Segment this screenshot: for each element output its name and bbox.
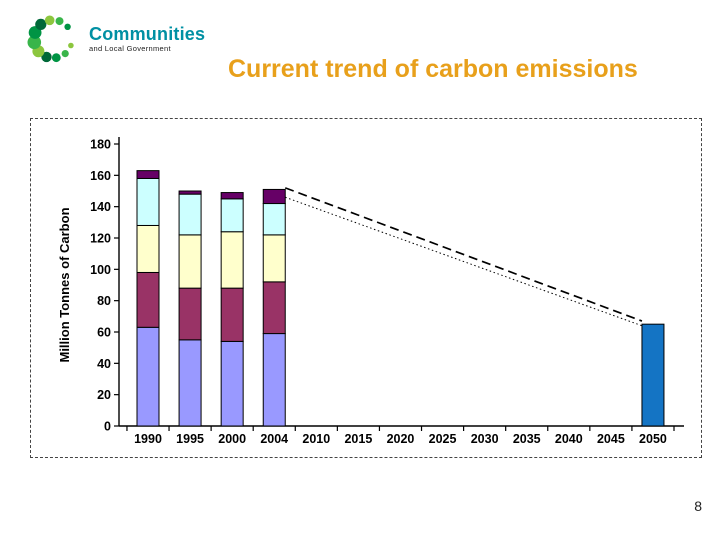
bar-segment-series-darkpurple — [262, 188, 286, 205]
logo-dot — [41, 51, 52, 63]
x-tick-label: 2040 — [555, 432, 583, 446]
bar-segment-series-cyan — [136, 177, 160, 226]
y-tick-label: 180 — [90, 138, 111, 152]
chart-container: 0 20 40 60 80 100 120 140 160 180 1990 1995 2000 2004… — [30, 118, 702, 458]
logo-dots-icon — [27, 15, 74, 63]
x-tick-label: 2000 — [218, 432, 246, 446]
logo-text: Communities and Local Government — [89, 25, 205, 53]
logo-dot — [55, 17, 64, 26]
bar-segment-series-cream — [178, 234, 202, 289]
projection-bar — [641, 323, 665, 427]
logo-dot — [44, 15, 55, 26]
x-tick-label: 1990 — [134, 432, 162, 446]
bar-segment-series-darkpurple — [220, 192, 244, 200]
y-tick-label: 100 — [90, 263, 111, 277]
x-tick-label: 2020 — [387, 432, 415, 446]
logo-title: Communities — [89, 24, 206, 45]
communities-logo: Communities and Local Government — [26, 8, 205, 70]
bar-segment-series-cream — [220, 231, 244, 289]
y-tick-label: 60 — [97, 326, 111, 340]
y-axis-title: Million Tonnes of Carbon — [57, 207, 72, 362]
logo-dot — [35, 18, 47, 30]
bar-segment-series-periwinkle — [262, 333, 286, 427]
logo-dot — [27, 35, 42, 50]
y-tick-label: 20 — [97, 388, 111, 402]
bar-segment-series-darkpurple — [178, 190, 202, 195]
bar-segment-series-cream — [136, 224, 160, 273]
x-tick-label: 2015 — [344, 432, 372, 446]
x-tick-label: 2045 — [597, 432, 625, 446]
logo-dot — [64, 23, 71, 30]
x-tick-label: 2010 — [302, 432, 330, 446]
y-tick-label: 120 — [90, 232, 111, 246]
x-tick-label: 1995 — [176, 432, 204, 446]
y-tick-label: 140 — [90, 200, 111, 214]
page-number: 8 — [694, 498, 702, 514]
y-tick-label: 160 — [90, 169, 111, 183]
bar-segment-series-cyan — [262, 203, 286, 236]
trend-line-dotted — [285, 196, 643, 327]
bar-segment-series-maroon — [178, 287, 202, 341]
x-tick-label: 2035 — [513, 432, 541, 446]
x-tick-label: 2004 — [260, 432, 288, 446]
y-tick-label: 0 — [104, 420, 111, 434]
bar-segment-series-maroon — [262, 281, 286, 335]
bar-segment-series-periwinkle — [136, 326, 160, 427]
x-tick-label: 2050 — [639, 432, 667, 446]
bar-segment-series-periwinkle — [178, 339, 202, 427]
logo-subtitle: and Local Government — [89, 44, 171, 54]
logo-dot — [51, 53, 61, 63]
bar-segment-series-periwinkle — [220, 340, 244, 427]
y-tick-label: 40 — [97, 357, 111, 371]
logo-dot — [68, 42, 74, 49]
bar-segment-series-darkpurple — [136, 170, 160, 179]
logo-dot — [61, 50, 69, 58]
bar-segment-series-cyan — [220, 198, 244, 233]
bar-segment-series-cream — [262, 234, 286, 283]
x-tick-label: 2025 — [429, 432, 457, 446]
bar-segment-series-maroon — [220, 287, 244, 342]
bar-segment-series-cyan — [178, 193, 202, 236]
trend-line-dashed — [284, 187, 643, 322]
y-tick-label: 80 — [97, 294, 111, 308]
slide-title: Current trend of carbon emissions — [228, 55, 638, 83]
x-tick-label: 2030 — [471, 432, 499, 446]
bar-segment-series-maroon — [136, 271, 160, 328]
